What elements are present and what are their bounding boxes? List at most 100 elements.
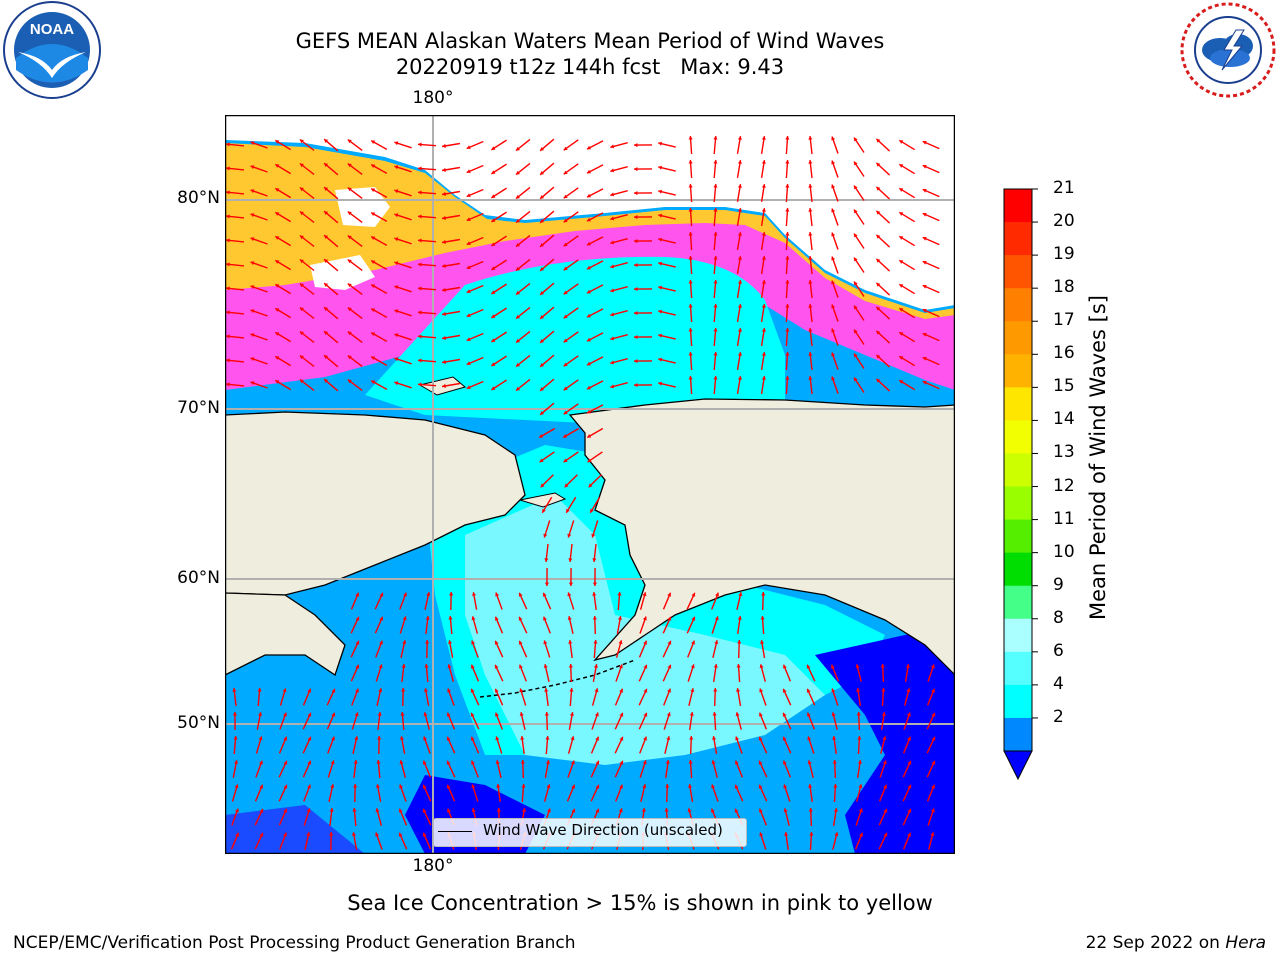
wind-wave-arrowhead bbox=[907, 760, 912, 765]
wind-wave-arrowhead bbox=[394, 237, 399, 242]
wind-wave-arrowhead bbox=[466, 361, 471, 366]
wind-wave-arrowhead bbox=[808, 256, 813, 260]
wind-wave-arrowhead bbox=[922, 332, 927, 337]
wind-wave-arrowhead bbox=[761, 328, 766, 332]
wind-wave-arrowhead bbox=[472, 592, 476, 596]
wind-wave-arrowhead bbox=[907, 808, 912, 813]
wind-wave-arrowhead bbox=[854, 377, 858, 382]
colorbar-tick-label: 21 bbox=[1053, 178, 1075, 198]
wind-wave-arrowhead bbox=[831, 184, 836, 189]
wind-wave-arrowhead bbox=[471, 616, 476, 621]
colorbar-tick-label: 18 bbox=[1053, 277, 1075, 298]
wind-wave-arrowhead bbox=[447, 664, 452, 669]
wind-wave-arrowhead bbox=[491, 314, 496, 318]
wind-wave-arrowhead bbox=[355, 664, 360, 669]
wind-wave-arrowhead bbox=[399, 784, 404, 789]
wind-wave-arrowhead bbox=[734, 784, 739, 789]
wind-wave-arrowhead bbox=[658, 285, 663, 290]
colorbar-segment bbox=[1004, 684, 1032, 719]
wind-wave-arrowhead bbox=[442, 383, 446, 388]
wind-wave-arrowhead bbox=[587, 337, 591, 342]
wind-wave-arrowhead bbox=[899, 164, 904, 168]
wind-wave-arrowhead bbox=[594, 712, 599, 717]
wind-wave-arrowhead bbox=[563, 266, 568, 271]
wind-wave-arrowhead bbox=[785, 352, 790, 356]
wind-wave-arrowhead bbox=[619, 712, 624, 717]
colorbar-tick-label: 10 bbox=[1053, 541, 1075, 562]
wind-wave-arrowhead bbox=[471, 760, 475, 765]
lon-label-bottom: 180° bbox=[412, 856, 454, 876]
wind-wave-arrowhead bbox=[713, 328, 718, 332]
wind-wave-arrowhead bbox=[834, 832, 839, 837]
wind-wave-arrowhead bbox=[907, 784, 912, 789]
wind-wave-arrowhead bbox=[617, 616, 622, 620]
wind-wave-arrowhead bbox=[634, 143, 638, 148]
colorbar-tick-label: 17 bbox=[1053, 310, 1075, 331]
wind-wave-arrowhead bbox=[688, 304, 693, 308]
wind-wave-arrowhead bbox=[876, 306, 881, 311]
wind-wave-arrowhead bbox=[544, 712, 549, 716]
wind-wave-arrowhead bbox=[859, 832, 863, 837]
wind-wave-arrowhead bbox=[275, 260, 280, 264]
wind-wave-arrowhead bbox=[466, 265, 471, 270]
wind-wave-arrowhead bbox=[876, 354, 881, 359]
wind-wave-arrowhead bbox=[587, 169, 591, 174]
wind-wave-arrowhead bbox=[540, 219, 544, 223]
wind-wave-arrowhead bbox=[324, 139, 329, 143]
wind-wave-arrowhead bbox=[592, 558, 597, 562]
wind-wave-arrowhead bbox=[259, 832, 264, 837]
land-alaska bbox=[568, 398, 955, 676]
wind-wave-arrowhead bbox=[347, 355, 352, 360]
wind-wave-arrowhead bbox=[491, 146, 496, 150]
wind-wave-arrowhead bbox=[307, 712, 312, 717]
wind-wave-arrowhead bbox=[226, 238, 230, 243]
colorbar-segment bbox=[1004, 288, 1032, 322]
wind-wave-arrowhead bbox=[876, 378, 881, 383]
wind-wave-arrowhead bbox=[521, 784, 526, 788]
aleutian-islands bbox=[479, 659, 636, 698]
wind-wave-arrowhead bbox=[423, 736, 428, 741]
legend-line-sample bbox=[438, 831, 472, 832]
wind-wave-arrowhead bbox=[592, 592, 597, 596]
wind-wave-arrowhead bbox=[658, 213, 663, 218]
ice-free-patch bbox=[335, 187, 390, 227]
wind-wave-arrowhead bbox=[299, 379, 304, 384]
wind-wave-arrowhead bbox=[761, 208, 766, 212]
wind-wave-arrowhead bbox=[854, 305, 858, 310]
wind-wave-arrowhead bbox=[494, 616, 499, 621]
wind-wave-arrowhead bbox=[634, 167, 638, 172]
wind-wave-arrowhead bbox=[785, 136, 790, 140]
wind-wave-arrowhead bbox=[883, 832, 888, 837]
wind-wave-arrowhead bbox=[569, 688, 574, 692]
wind-wave-arrowhead bbox=[691, 640, 695, 645]
wind-wave-arrowhead bbox=[658, 357, 663, 362]
wind-wave-arrowhead bbox=[425, 640, 430, 644]
wind-wave-arrowhead bbox=[595, 760, 600, 765]
lon-label-top: 180° bbox=[412, 88, 454, 108]
colorbar-segment bbox=[1004, 585, 1032, 620]
wind-wave-arrowhead bbox=[592, 582, 597, 586]
wind-wave-arrowhead bbox=[520, 736, 525, 740]
wind-wave-arrowhead bbox=[226, 286, 230, 291]
wind-wave-arrowhead bbox=[376, 760, 381, 764]
wind-wave-arrowhead bbox=[516, 242, 520, 247]
wind-wave-arrowhead bbox=[542, 592, 547, 597]
wind-wave-arrowhead bbox=[688, 280, 693, 284]
wind-wave-arrowhead bbox=[283, 784, 288, 789]
wind-wave-arrowhead bbox=[922, 140, 927, 145]
wind-wave-arrowhead bbox=[442, 359, 446, 364]
wind-wave-arrowhead bbox=[539, 434, 544, 438]
wind-wave-arrowhead bbox=[418, 334, 422, 339]
wind-wave-arrowhead bbox=[922, 356, 927, 361]
wind-wave-arrowhead bbox=[250, 237, 255, 242]
wind-wave-arrowhead bbox=[442, 311, 446, 316]
footer-date: 22 Sep 2022 on Hera bbox=[1086, 933, 1266, 953]
wind-wave-arrowhead bbox=[401, 688, 406, 692]
wind-wave-arrowhead bbox=[545, 736, 550, 740]
wind-wave-arrowhead bbox=[712, 736, 717, 740]
wind-wave-arrowhead bbox=[299, 307, 304, 312]
wind-wave-arrowhead bbox=[759, 664, 764, 669]
wind-wave-arrowhead bbox=[442, 335, 446, 340]
wind-wave-arrowhead bbox=[619, 688, 623, 693]
wind-wave-arrowhead bbox=[610, 192, 615, 197]
